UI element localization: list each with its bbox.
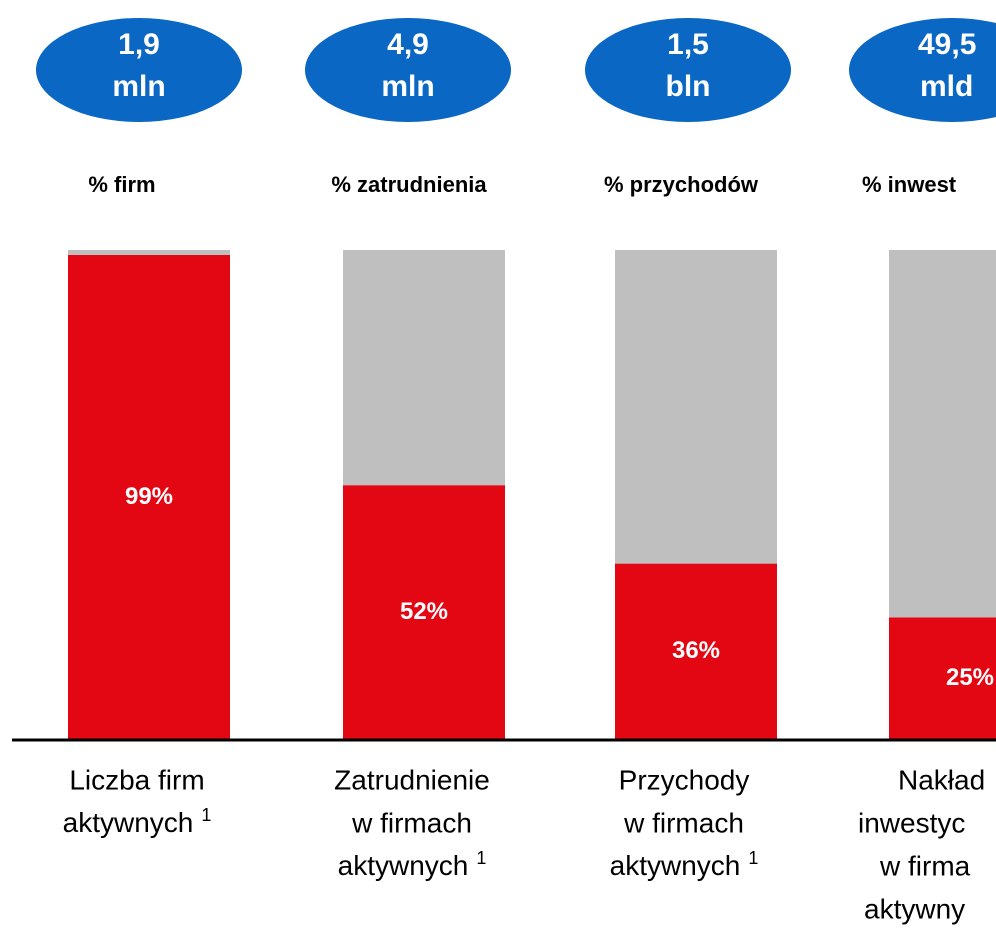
bubble-text: 4,9 [387,28,429,61]
bubble-text: 1,5 [667,28,709,61]
category-label: inwestyc [858,807,965,838]
bubble-text: 1,9 [118,28,160,61]
bubble-text: bln [666,70,711,103]
value-label: 99% [125,483,173,510]
bar-segment [889,250,996,618]
category-label: Zatrudnienie [334,764,490,795]
bar-segment [615,563,777,740]
bar-segment [343,250,505,486]
bubble [305,18,511,122]
value-label: 36% [672,637,720,664]
category-label-text: aktywnych [610,850,741,881]
value-label: 25% [946,664,994,691]
category-label: aktywnych 1 [610,848,759,882]
footnote-marker: 1 [201,805,211,825]
category-label: Nakład [898,764,985,795]
category-label: Liczba firm [69,764,204,795]
bubble-text: 49,5 [918,28,976,61]
subtitle: % przychodów [604,172,759,197]
footnote-marker: 1 [476,848,486,868]
bar-segment [889,617,996,740]
bar-segment [615,250,777,564]
bubble [585,18,791,122]
category-label: aktywnych 1 [338,848,487,882]
bubble-text: mld [920,70,973,103]
category-label: w firmach [351,807,472,838]
category-label: Przychody [619,764,750,795]
bubble-text: mln [381,70,434,103]
bar-segment [343,485,505,740]
subtitle: % inwest [862,172,957,197]
bubble [36,18,242,122]
subtitle: % firm [88,172,155,197]
category-label: aktywny [864,893,965,924]
category-label: w firmach [623,807,744,838]
bar-segment [68,254,230,740]
category-label-text: aktywnych [63,807,194,838]
bar-segment [68,250,230,255]
category-label: aktywnych 1 [63,805,212,839]
category-label-text: aktywnych [338,850,469,881]
footnote-marker: 1 [748,848,758,868]
bubble [849,18,996,122]
value-label: 52% [400,598,448,625]
subtitle: % zatrudnienia [331,172,487,197]
bubble-text: mln [112,70,165,103]
category-label: w firma [879,850,971,881]
